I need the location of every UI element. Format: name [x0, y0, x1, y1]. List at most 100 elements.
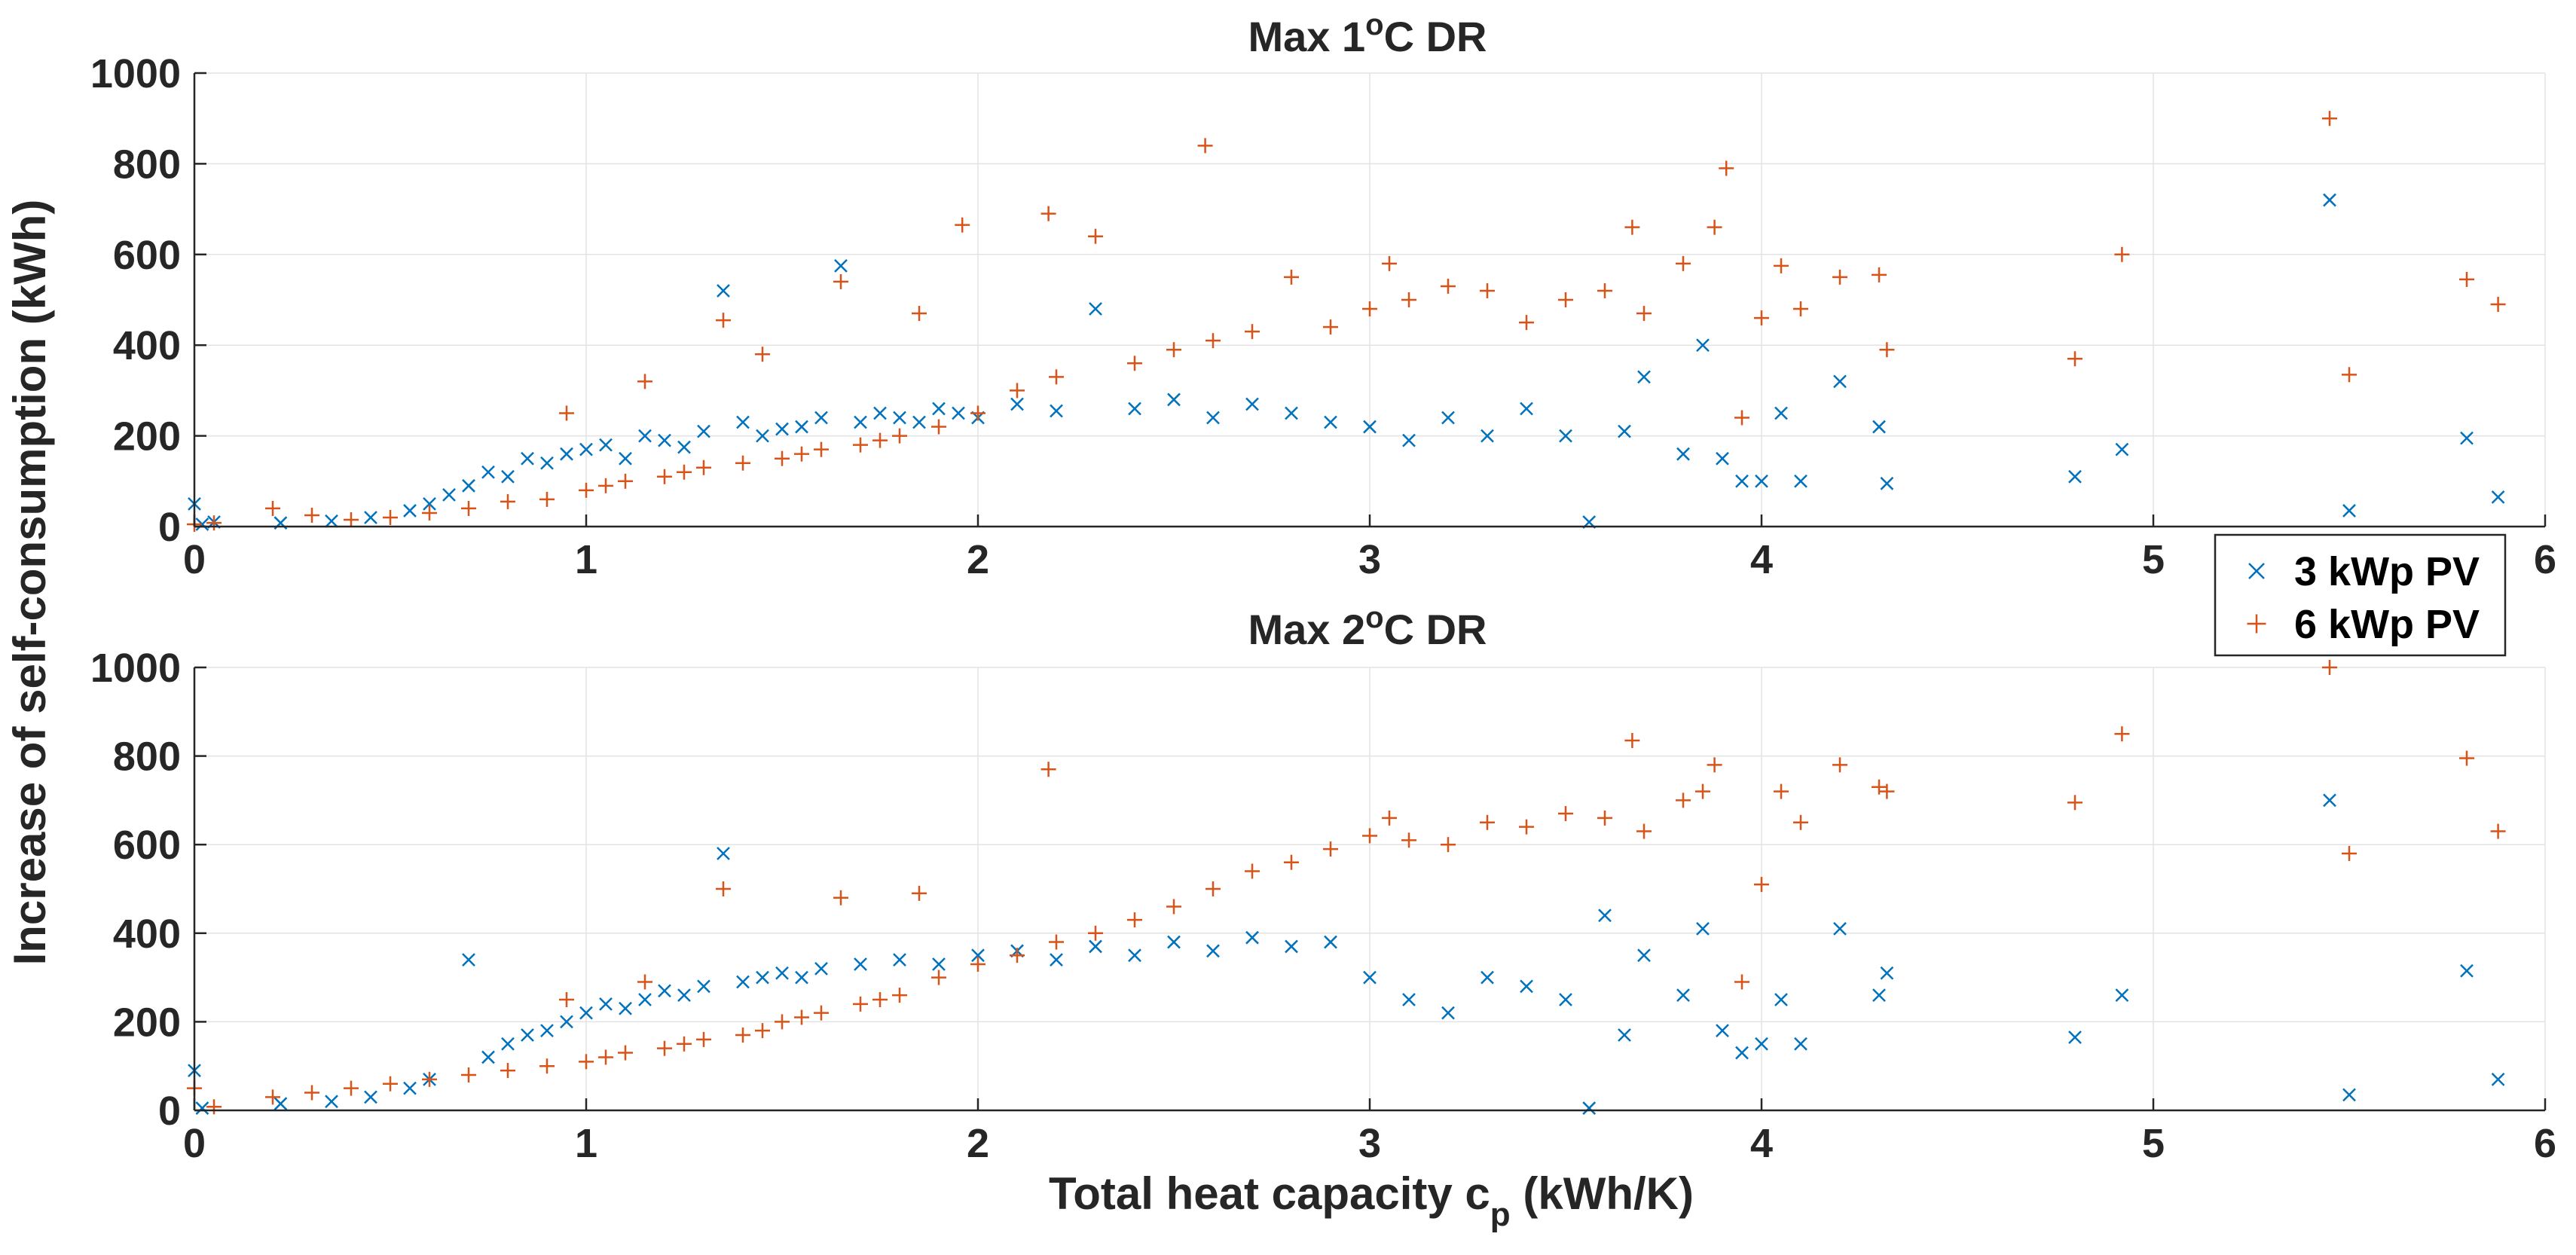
bottom-point-6kwp-16: [677, 1036, 692, 1052]
top-point-6kwp-14: [637, 374, 652, 389]
bottom-point-3kwp-39: [1363, 970, 1377, 985]
bottom-point-3kwp-19: [697, 979, 710, 994]
bottom-point-3kwp-50: [1696, 922, 1710, 936]
top-point-3kwp-10: [481, 465, 495, 479]
top-point-6kwp-13: [618, 473, 633, 489]
top-point-3kwp-15: [579, 442, 593, 457]
bottom-y-tick-label-200: 200: [113, 1000, 181, 1045]
top-point-6kwp-17: [696, 460, 711, 475]
bottom-point-6kwp-31: [1010, 948, 1025, 963]
top-point-3kwp-9: [462, 478, 475, 493]
legend-entry-3kwp: 3 kWp PV: [2248, 549, 2480, 594]
bottom-point-3kwp-21: [736, 975, 750, 989]
top-point-3kwp-25: [775, 422, 789, 436]
top-point-3kwp-46: [1402, 433, 1416, 447]
bottom-point-3kwp-5: [403, 1081, 417, 1095]
top-point-3kwp-45: [1363, 420, 1377, 434]
bottom-point-6kwp-15: [657, 1040, 672, 1056]
bottom-point-6kwp-25: [853, 996, 868, 1012]
top-point-6kwp-7: [461, 500, 476, 516]
bottom-point-3kwp-53: [1755, 1037, 1768, 1051]
bottom-point-6kwp-34: [1088, 925, 1103, 941]
top-point-6kwp-28: [912, 306, 927, 322]
top-point-6kwp-34: [1049, 369, 1064, 385]
top-point-6kwp-60: [1832, 269, 1847, 285]
bottom-point-3kwp-3: [325, 1095, 338, 1109]
top-point-6kwp-20: [755, 347, 770, 362]
top-point-6kwp-6: [422, 505, 437, 521]
top-point-6kwp-23: [814, 441, 829, 457]
top-point-6kwp-19: [735, 455, 750, 471]
bottom-x-tick-label-4: 4: [1750, 1121, 1773, 1166]
top-point-3kwp-26: [795, 420, 808, 434]
bottom-point-3kwp-57: [1872, 988, 1886, 1003]
top-panel-title-suffix: C DR: [1384, 13, 1487, 60]
top-point-3kwp-63: [1880, 476, 1894, 490]
bottom-y-tick-label-600: 600: [113, 823, 181, 868]
bottom-panel: Max 2oC DR 0 1 2 3 4 5 6 0 200 400 600 800 1000: [90, 601, 2556, 1166]
top-point-3kwp-44: [1324, 415, 1337, 429]
top-point-3kwp-38: [1089, 302, 1102, 316]
bottom-point-6kwp-3: [304, 1085, 319, 1101]
top-panel-title-sup: o: [1365, 8, 1383, 41]
bottom-point-3kwp-38: [1324, 935, 1337, 949]
bottom-point-3kwp-27: [893, 953, 906, 966]
top-x-tick-label-2: 2: [967, 537, 989, 582]
top-point-3kwp-49: [1520, 402, 1533, 416]
bottom-x-tick-label-2: 2: [967, 1121, 989, 1166]
bottom-point-6kwp-57: [1793, 814, 1808, 830]
bottom-point-3kwp-8: [481, 1050, 495, 1064]
bottom-point-6kwp-17: [696, 1031, 711, 1047]
bottom-point-6kwp-54: [1734, 974, 1749, 990]
top-point-3kwp-21: [697, 424, 710, 438]
bottom-point-3kwp-4: [364, 1090, 377, 1104]
top-x-tick-label-0: 0: [183, 537, 206, 582]
bottom-point-3kwp-13: [579, 1006, 593, 1020]
bottom-point-6kwp-22: [794, 1009, 809, 1025]
x-axis-label-units: (kWh/K): [1511, 1168, 1694, 1219]
bottom-point-6kwp-66: [2490, 823, 2506, 839]
top-point-3kwp-24: [756, 429, 769, 443]
bottom-point-6kwp-4: [344, 1080, 359, 1096]
top-point-6kwp-44: [1382, 255, 1397, 271]
top-point-6kwp-31: [970, 405, 985, 421]
top-point-3kwp-42: [1245, 397, 1259, 411]
top-point-6kwp-18: [716, 313, 731, 328]
top-point-3kwp-33: [932, 402, 946, 416]
top-point-3kwp-34: [952, 406, 965, 420]
bottom-point-6kwp-30: [970, 956, 985, 972]
top-point-6kwp-37: [1166, 342, 1181, 358]
top-point-3kwp-13: [540, 456, 554, 470]
top-point-3kwp-64: [2068, 469, 2082, 484]
x-axis-label-sub: p: [1490, 1196, 1511, 1233]
bottom-point-3kwp-34: [1167, 935, 1181, 949]
bottom-point-6kwp-13: [618, 1045, 633, 1061]
top-point-6kwp-27: [892, 428, 907, 444]
legend-symbol-plus: [2247, 614, 2266, 634]
bottom-point-6kwp-53: [1707, 757, 1722, 773]
top-x-tick-label-6: 6: [2534, 537, 2556, 582]
bottom-point-6kwp-19: [735, 1028, 750, 1043]
bottom-point-3kwp-55: [1794, 1037, 1807, 1051]
bottom-point-3kwp-11: [540, 1024, 554, 1038]
bottom-point-6kwp-18: [716, 881, 731, 896]
top-y-tick-label-600: 600: [113, 233, 181, 278]
top-point-3kwp-12: [521, 451, 534, 466]
bottom-x-tick-label-5: 5: [2142, 1121, 2165, 1166]
bottom-point-6kwp-10: [559, 992, 574, 1007]
bottom-panel-title: Max 2oC DR: [1248, 601, 1487, 653]
top-point-3kwp-43: [1285, 406, 1298, 420]
bottom-point-6kwp-46: [1519, 819, 1534, 835]
top-point-3kwp-36: [1010, 397, 1024, 411]
legend-symbol-x: [2248, 563, 2265, 579]
top-point-3kwp-69: [2491, 490, 2505, 504]
top-point-6kwp-35: [1088, 228, 1103, 244]
bottom-point-6kwp-29: [931, 969, 946, 985]
top-point-3kwp-59: [1774, 406, 1788, 420]
top-y-tick-label-200: 200: [113, 414, 181, 460]
top-point-3kwp-18: [638, 429, 652, 443]
bottom-point-6kwp-27: [892, 988, 907, 1003]
top-point-6kwp-66: [2342, 367, 2357, 383]
bottom-point-6kwp-1: [206, 1099, 222, 1115]
